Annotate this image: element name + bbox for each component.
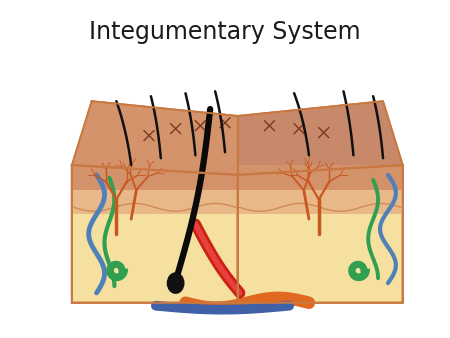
Polygon shape <box>238 190 403 214</box>
Polygon shape <box>72 101 238 175</box>
Ellipse shape <box>167 272 184 294</box>
Polygon shape <box>72 190 238 214</box>
Polygon shape <box>72 165 238 190</box>
Polygon shape <box>238 165 403 190</box>
Polygon shape <box>238 165 403 303</box>
Polygon shape <box>72 165 238 303</box>
Text: Integumentary System: Integumentary System <box>89 20 361 44</box>
Polygon shape <box>238 101 403 175</box>
